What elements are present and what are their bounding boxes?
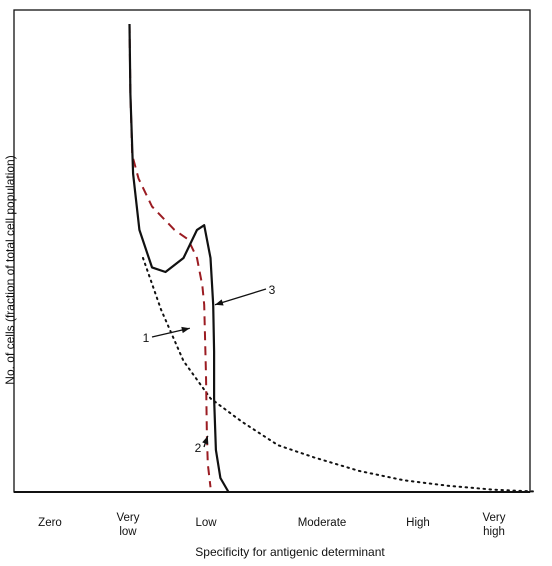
plot-frame: [13, 9, 531, 493]
x-tick-label: Moderate: [298, 517, 347, 529]
series-layer: [128, 23, 536, 493]
x-axis-title: Specificity for antigenic determinant: [195, 545, 385, 559]
curve-label-2: 2: [195, 441, 202, 455]
x-tick-label: High: [406, 517, 430, 529]
curve-label-3: 3: [269, 283, 276, 297]
curve-1: [142, 257, 536, 493]
curve-3: [128, 23, 230, 493]
annotation-arrowhead-1: [181, 326, 190, 334]
annotation-arrow-3: [214, 288, 267, 306]
x-tick-labels: Zero Very low Low Moderate High Very high: [38, 512, 506, 538]
x-tick-label: Very low: [116, 512, 139, 538]
x-tick-label: Low: [195, 517, 217, 529]
curve-label-1: 1: [143, 331, 150, 345]
annotation-layer: 1 2 3: [143, 283, 276, 455]
y-axis-title: No. of cells (fraction of total cell pop…: [3, 155, 17, 384]
annotation-arrowhead-2: [202, 435, 209, 445]
x-tick-label: Very high: [482, 512, 505, 538]
annotation-arrowhead-3: [215, 299, 224, 306]
curve-2: [128, 23, 212, 488]
x-tick-label: Zero: [38, 517, 62, 529]
